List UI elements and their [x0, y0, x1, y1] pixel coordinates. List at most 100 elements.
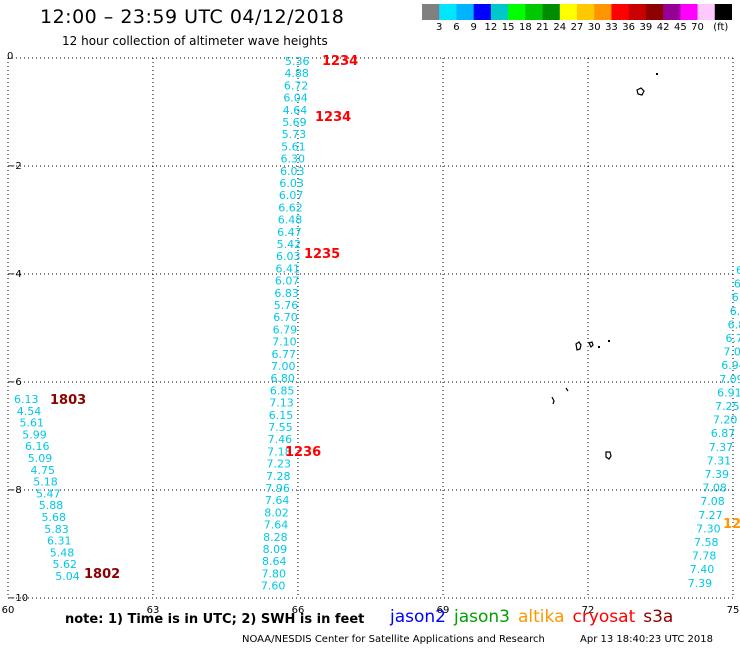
track-right: 6666.6.86.737.016.947.096.917.257.206.87…	[688, 264, 740, 590]
scale-label: 18	[518, 22, 532, 33]
pass-time-label: 1802	[84, 567, 120, 582]
scale-swatch	[490, 4, 509, 20]
swh-value: 7.30	[696, 522, 721, 535]
island-outline	[598, 346, 600, 348]
map-subtitle: 12 hour collection of altimeter wave hei…	[62, 34, 328, 48]
swh-value: 6.72	[284, 79, 309, 92]
scale-swatch	[559, 4, 578, 20]
island-outline	[551, 387, 569, 405]
scale-swatch	[628, 4, 647, 20]
pass-time-label: 1234	[322, 54, 358, 69]
scale-swatch	[508, 4, 526, 20]
swh-value: 5.48	[50, 546, 75, 559]
swh-value: 6.94	[721, 359, 740, 372]
swh-value: 7.39	[705, 468, 730, 481]
swh-value: 7.31	[707, 454, 732, 467]
swh-value: 6.77	[272, 348, 297, 361]
y-tick-label: −10	[7, 593, 28, 604]
pass-time-label: 1235	[304, 247, 340, 262]
x-tick-label: 66	[292, 605, 305, 616]
swh-value: 7.28	[266, 470, 291, 483]
y-tick-label: −6	[7, 377, 22, 388]
swh-value: 5.73	[282, 128, 307, 141]
swh-value: 4.64	[283, 104, 308, 117]
scale-label: 45	[673, 22, 687, 33]
scale-swatch	[663, 4, 681, 20]
swh-value: 8.64	[262, 555, 287, 568]
swh-value: 6.15	[269, 409, 294, 422]
swh-value: 6.47	[277, 226, 302, 239]
swh-value: 7.20	[713, 414, 738, 427]
scale-label: 33	[605, 22, 618, 33]
swh-value: 7.09	[719, 373, 740, 386]
swh-value: 6.73	[726, 332, 740, 345]
swh-value: 5.47	[36, 487, 61, 500]
scale-label: 3	[436, 22, 443, 33]
swh-value: 8.09	[263, 543, 288, 556]
swh-value: 7.55	[268, 421, 293, 434]
swh-value: 7.64	[264, 519, 289, 532]
scale-swatch	[422, 4, 440, 20]
swh-value: 7.58	[694, 536, 719, 549]
island-outline	[588, 341, 594, 349]
swh-value: 6.87	[711, 427, 736, 440]
y-tick-label: −8	[7, 485, 22, 496]
scale-label: 9	[470, 22, 477, 33]
map-title: 12:00 – 23:59 UTC 04/12/2018	[40, 6, 345, 28]
swh-value: 5.09	[28, 452, 53, 465]
scale-label: 12	[484, 22, 498, 33]
swh-value: 6.04	[283, 92, 308, 105]
island-outline	[575, 341, 582, 351]
satellite-legend: jason2 jason3 altika cryosat s3a	[390, 607, 681, 627]
swh-value: 6.62	[278, 201, 303, 214]
scale-label: 36	[622, 22, 636, 33]
swh-value: 7.10	[272, 336, 297, 349]
swh-value: 6.03	[276, 250, 301, 263]
swh-value: 6	[736, 264, 740, 277]
scale-swatch	[645, 4, 664, 20]
swh-value: 6.8	[728, 318, 740, 331]
y-tick-label: 0	[7, 51, 13, 62]
x-tick-label: 63	[147, 605, 160, 616]
swh-value: 7.18	[267, 445, 292, 458]
swh-value: 7.00	[271, 360, 296, 373]
swh-value: 6.48	[278, 214, 303, 227]
swh-value: 6.16	[25, 440, 50, 453]
swh-value: 5.83	[44, 523, 69, 536]
swh-value: 5.62	[53, 558, 78, 571]
swh-value: 5.18	[33, 476, 58, 489]
swh-value: 6.03	[279, 177, 304, 190]
scale-swatch	[542, 4, 561, 20]
swh-value: 7.23	[267, 458, 292, 471]
x-tick-label: 60	[2, 605, 15, 616]
scale-swatch	[439, 4, 457, 20]
swh-value: 5.61	[20, 417, 45, 430]
swh-value: 5.04	[55, 570, 80, 583]
pass-time-label: 1803	[50, 393, 86, 408]
satellite-legend-item: cryosat	[572, 607, 636, 627]
color-scale-labels: 3 6 9 12 15 18 21 24 27 30 33 36 39 42 45 70 (ft)	[422, 22, 732, 34]
pass-time-label: 12	[723, 517, 740, 532]
satellite-legend-item: altika	[518, 607, 565, 627]
swh-value: 7.37	[709, 441, 734, 454]
swh-value: 7.01	[723, 346, 740, 359]
scale-swatch	[594, 4, 612, 20]
swh-value: 5.42	[277, 238, 302, 251]
axis-ticks: 60 63 66 69 72 750−2−4−6−8−10	[2, 51, 740, 616]
swh-value: 5.61	[281, 140, 306, 153]
swh-value: 6.83	[274, 287, 299, 300]
swh-value: 7.40	[690, 563, 715, 576]
scale-swatch	[577, 4, 595, 20]
swh-value: 6.03	[280, 165, 305, 178]
swh-value: 7.96	[265, 482, 290, 495]
x-tick-label: 72	[582, 605, 595, 616]
scale-swatch	[525, 4, 544, 20]
swh-value: 5.76	[274, 299, 299, 312]
swh-value: 6.07	[279, 189, 304, 202]
swh-value: 7.08	[702, 482, 727, 495]
x-tick-label: 75	[727, 605, 740, 616]
track-left: 6.134.545.615.996.165.094.755.185.475.88…	[14, 393, 80, 583]
swh-value: 6.85	[270, 384, 295, 397]
swh-value: 7.80	[261, 567, 286, 580]
footer-credit: NOAA/NESDIS Center for Satellite Applica…	[242, 634, 545, 645]
